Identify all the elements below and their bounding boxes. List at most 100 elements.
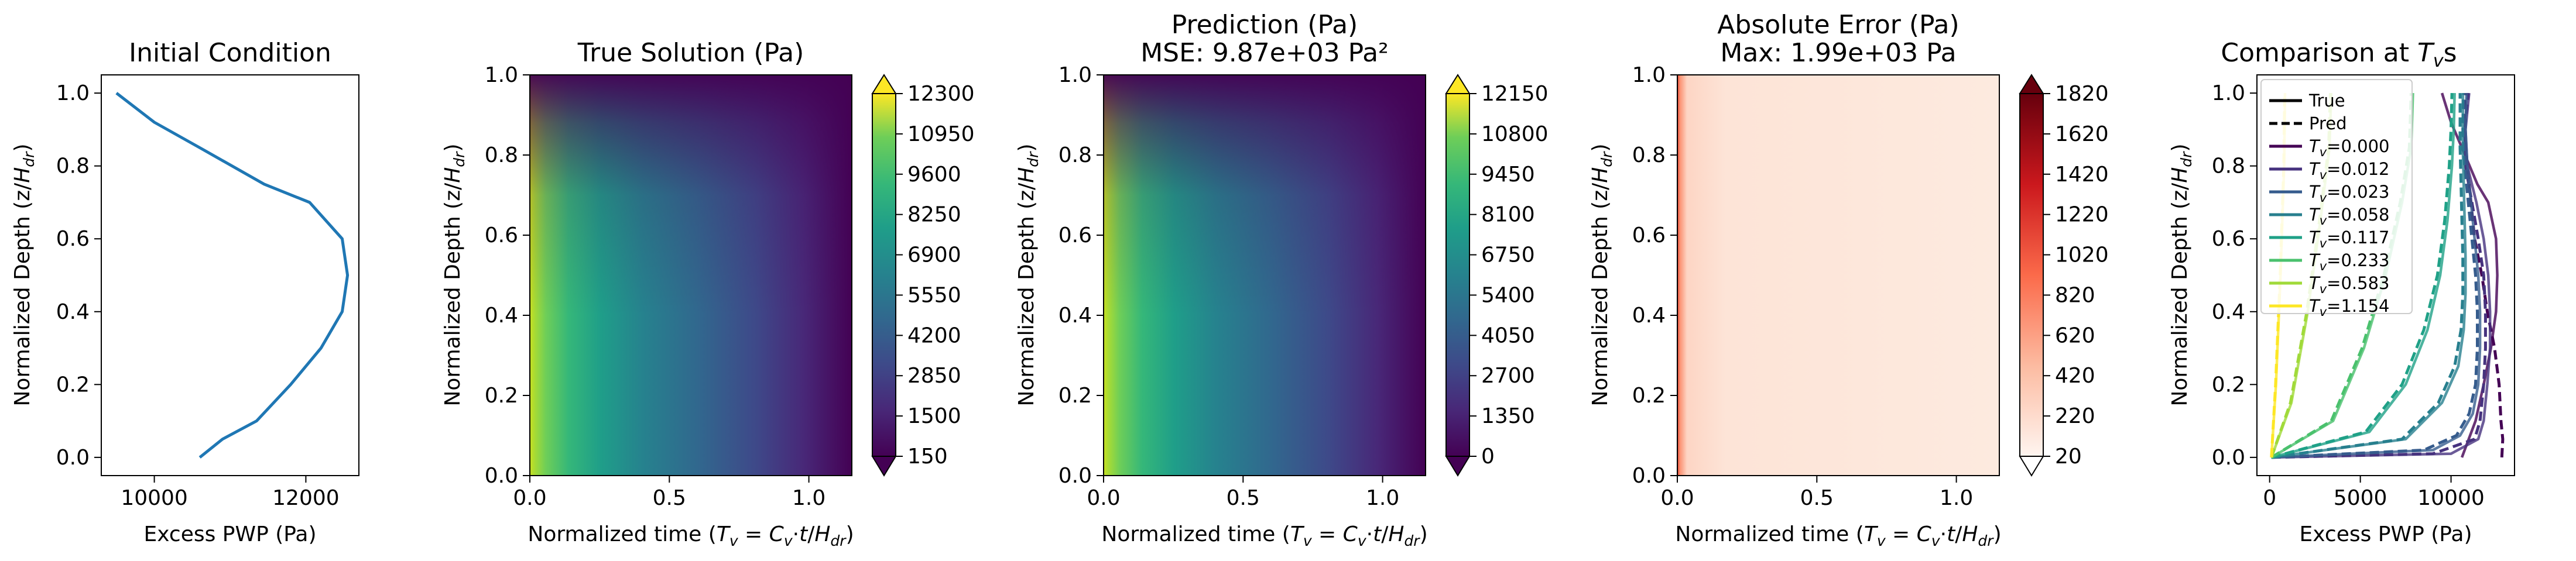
colorbar-tick-label: 1620 [2055, 122, 2109, 146]
colorbar-tick-label: 9600 [907, 163, 961, 187]
chart-title: Initial Condition [129, 38, 331, 68]
pred-line-tv-0.023 [2271, 93, 2479, 459]
colorbar-ticks: 0 1350 2700 4050 5400 6750 8100 9450 10800 12150 [1469, 82, 1549, 469]
x-axis-label: Normalized time (Tv = Cv·t/Hdr) [527, 522, 854, 549]
x-tick-label: 1.0 [1940, 486, 1973, 510]
colorbar-tick-label: 2700 [1481, 364, 1535, 388]
colorbar-tick-label: 1220 [2055, 203, 2109, 227]
legend-label: Tv=0.000 [2309, 136, 2389, 159]
colorbar-tick-label: 12300 [907, 82, 975, 106]
y-axis-label: Normalized Depth (z/Hdr) [2168, 143, 2195, 406]
colorbar-max-extend [2019, 74, 2044, 94]
y-tick-label: 0.2 [1632, 384, 1666, 408]
x-tick-label: 0.0 [1087, 486, 1120, 510]
colorbar-ticks: 20 220 420 620 820 1020 1220 1420 1620 1820 [2043, 82, 2109, 469]
heatmap-shading [1104, 75, 1426, 476]
colorbar-min-extend [2019, 456, 2044, 477]
y-axis-label: Normalized Depth (z/Hdr) [11, 143, 37, 406]
x-axis-label: Normalized time (Tv = Cv·t/Hdr) [1675, 522, 2001, 549]
plot-frame [1677, 74, 2000, 476]
chart-title: Prediction (Pa) [1171, 10, 1358, 40]
colorbar: 20 220 420 620 820 1020 1220 1420 1620 1820 [2019, 74, 2109, 477]
colorbar-tick-label: 9450 [1481, 163, 1535, 187]
colorbar-min-extend [1445, 456, 1471, 477]
y-tick-label: 1.0 [485, 63, 518, 87]
colorbar-tick-label: 10950 [907, 122, 975, 146]
tick-group: 10000 12000 0.0 0.2 0.4 0.6 0.8 1.0 [56, 81, 340, 510]
chart-subtitle: Max: 1.99e+03 Pa [1720, 38, 1956, 68]
y-axis-label: Normalized Depth (z/Hdr) [1588, 143, 1615, 406]
colorbar-tick-label: 5550 [907, 283, 961, 307]
x-axis-label: Excess PWP (Pa) [2299, 522, 2472, 546]
x-tick-label: 12000 [272, 486, 340, 510]
y-tick-label: 1.0 [56, 81, 90, 105]
chart-subtitle: MSE: 9.87e+03 Pa² [1140, 38, 1389, 68]
legend-label: Tv=1.154 [2309, 296, 2389, 319]
tick-group: 0.0 0.5 1.0 0.0 0.2 0.4 0.6 0.8 1.0 [1632, 63, 1974, 510]
y-tick-label: 0.4 [485, 304, 518, 328]
pred-line-tv-0.000 [2462, 92, 2505, 458]
colorbar-tick-label: 620 [2055, 323, 2095, 347]
panel-comparison: Comparison at Tvs 0 5000 10000 0.0 0.2 0.4 0.6… [2168, 38, 2515, 546]
legend-label: Tv=0.012 [2309, 159, 2389, 182]
y-tick-label: 0.6 [2212, 227, 2245, 251]
colorbar-gradient [872, 93, 896, 457]
y-tick-label: 0.8 [56, 154, 90, 178]
x-axis-label: Normalized time (Tv = Cv·t/Hdr) [1101, 522, 1427, 549]
y-tick-label: 0.6 [485, 223, 518, 247]
colorbar-tick-label: 12150 [1481, 82, 1549, 106]
colorbar-min-extend [871, 456, 897, 477]
plot-frame [2256, 74, 2515, 476]
heatmap-image [1677, 75, 1999, 476]
x-tick-label: 1.0 [792, 486, 825, 510]
true-line-tv-0.058 [2271, 93, 2467, 459]
colorbar-tick-label: 6750 [1481, 243, 1535, 267]
colorbar-tick-label: 820 [2055, 283, 2095, 307]
colorbar-tick-label: 1020 [2055, 243, 2109, 267]
x-tick-label: 0.5 [1800, 486, 1834, 510]
panel-true-solution: True Solution (Pa) 0.0 0.5 1.0 0.0 0.2 0.4 0.6… [441, 38, 975, 549]
y-tick-label: 0.4 [56, 300, 90, 324]
x-tick-label: 10000 [121, 486, 188, 510]
plot-frame [529, 74, 852, 476]
x-tick-label: 0 [2263, 486, 2276, 510]
heatmap-shading [530, 75, 852, 476]
x-tick-label: 1.0 [1366, 486, 1399, 510]
colorbar-tick-label: 8100 [1481, 203, 1535, 227]
x-tick-label: 0.5 [653, 486, 686, 510]
colorbar-tick-label: 0 [1481, 445, 1495, 469]
y-tick-label: 0.4 [2212, 300, 2245, 324]
colorbar-gradient [1445, 93, 1470, 457]
y-tick-label: 0.2 [56, 373, 90, 397]
colorbar-tick-label: 1420 [2055, 163, 2109, 187]
colorbar-tick-label: 1820 [2055, 82, 2109, 106]
series-group [115, 92, 350, 459]
y-axis-label: Normalized Depth (z/Hdr) [441, 143, 468, 406]
y-tick-label: 0.4 [1632, 304, 1666, 328]
y-tick-label: 0.2 [1059, 384, 1092, 408]
panel-absolute-error: Absolute Error (Pa) Max: 1.99e+03 Pa 0.0… [1588, 10, 2109, 549]
colorbar-tick-label: 1500 [907, 404, 961, 428]
x-axis-label: Excess PWP (Pa) [143, 522, 316, 546]
pred-line-tv-0.058 [2271, 93, 2465, 459]
true-line-tv-0.023 [2271, 93, 2482, 459]
y-tick-label: 0.0 [2212, 446, 2245, 470]
legend-label: Tv=0.117 [2309, 228, 2389, 250]
x-tick-label: 5000 [2334, 486, 2387, 510]
colorbar: 0 1350 2700 4050 5400 6750 8100 9450 10800 12150 [1445, 74, 1549, 477]
legend-label: True [2308, 91, 2345, 111]
plot-frame [1103, 74, 1426, 476]
y-tick-label: 0.8 [485, 143, 518, 167]
colorbar: 150 1500 2850 4200 5550 6900 8250 9600 10950 1230… [871, 74, 975, 477]
legend-label: Tv=0.058 [2309, 205, 2389, 228]
colorbar-ticks: 150 1500 2850 4200 5550 6900 8250 9600 10950 1230… [896, 82, 975, 469]
y-tick-label: 1.0 [1059, 63, 1092, 87]
colorbar-tick-label: 8250 [907, 203, 961, 227]
colorbar-tick-label: 5400 [1481, 283, 1535, 307]
legend-label: Pred [2309, 113, 2347, 133]
y-tick-label: 0.2 [485, 384, 518, 408]
y-tick-label: 0.0 [1632, 464, 1666, 488]
panel-initial-condition: Initial Condition 10000 12000 0.0 0.2 0.4 0.6… [11, 38, 359, 546]
